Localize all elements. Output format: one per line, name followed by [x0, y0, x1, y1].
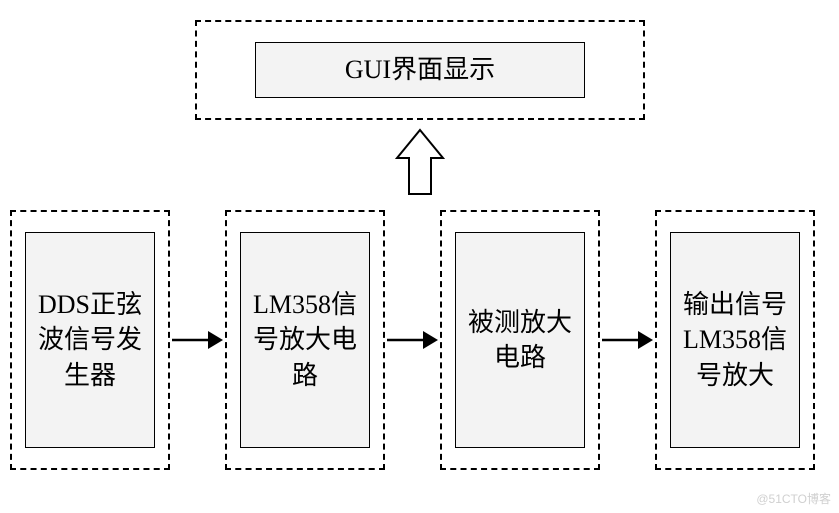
up-block-arrow [395, 128, 445, 198]
output-amp-label: 输出信号LM358信号放大 [671, 283, 799, 396]
gui-display-box: GUI界面显示 [255, 42, 585, 98]
arrow-2 [385, 325, 440, 355]
dds-box: DDS正弦波信号发生器 [25, 232, 155, 448]
output-amp-box: 输出信号LM358信号放大 [670, 232, 800, 448]
arrow-1 [170, 325, 225, 355]
lm358-amp-box: LM358信号放大电路 [240, 232, 370, 448]
dds-label: DDS正弦波信号发生器 [26, 283, 154, 396]
dut-box: 被测放大电路 [455, 232, 585, 448]
arrow-3 [600, 325, 655, 355]
watermark: @51CTO博客 [756, 490, 831, 507]
dut-label: 被测放大电路 [456, 301, 584, 379]
gui-display-label: GUI界面显示 [341, 48, 499, 91]
lm358-amp-label: LM358信号放大电路 [241, 283, 369, 396]
